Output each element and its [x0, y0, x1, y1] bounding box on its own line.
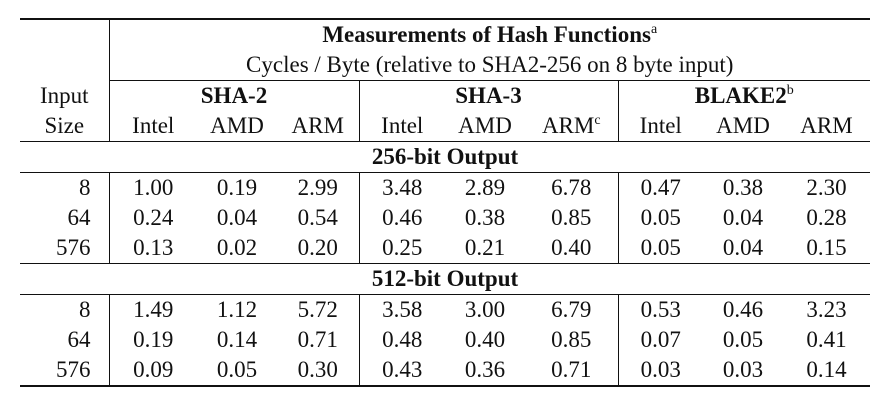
input-size-cell: 576	[56, 235, 91, 260]
value-cell: 2.30	[783, 172, 870, 203]
value-cell: 0.48	[358, 325, 445, 355]
value-cell: 0.85	[551, 205, 592, 230]
hash-measurements-table: Measurements of Hash Functionsa Cycles /…	[20, 18, 870, 387]
value-cell: 2.89	[445, 172, 525, 203]
value-cell: 3.58	[358, 294, 445, 325]
value-cell: 0.28	[806, 205, 847, 230]
value-cell: 3.00	[445, 294, 525, 325]
value-cell: 0.09	[108, 355, 197, 387]
section-header-row: 512-bit Output	[20, 263, 870, 295]
value-cell: 0.05	[617, 233, 703, 264]
group-header-blake2: BLAKE2b	[617, 80, 870, 111]
value-cell: 3.48	[358, 172, 445, 203]
table-row: 64 0.24 0.04 0.54 0.46 0.38 0.85 0.05 0.…	[20, 203, 870, 233]
value-cell: 0.13	[108, 233, 197, 264]
table-row: 64 0.19 0.14 0.71 0.48 0.40 0.85 0.07 0.…	[20, 325, 870, 355]
value-cell: 0.46	[358, 203, 445, 233]
value-cell: 0.71	[525, 355, 618, 387]
value-cell: 0.47	[617, 172, 703, 203]
table-row: 8 1.00 0.19 2.99 3.48 2.89 6.78 0.47 0.3…	[20, 172, 870, 203]
table-subtitle: Cycles / Byte (relative to SHA2-256 on 8…	[108, 50, 870, 81]
input-size-cell: 8	[20, 172, 109, 203]
table-row: 8 1.49 1.12 5.72 3.58 3.00 6.79 0.53 0.4…	[20, 294, 870, 325]
value-cell: 0.53	[617, 294, 703, 325]
title-footnote-mark: a	[650, 22, 658, 37]
value-cell: 6.78	[525, 172, 618, 203]
col-header: AMD	[458, 113, 512, 138]
value-cell: 0.14	[216, 327, 258, 352]
value-cell: 1.00	[108, 172, 197, 203]
col-header: ARM	[291, 113, 344, 138]
column-header-row: Size Intel AMD ARM Intel AMD ARMc Intel …	[20, 111, 870, 142]
title-row: Measurements of Hash Functionsa	[20, 18, 870, 50]
value-cell: 0.25	[358, 233, 445, 264]
value-cell: 0.03	[703, 355, 783, 387]
row-header-size: Size	[44, 113, 85, 138]
subtitle-row: Cycles / Byte (relative to SHA2-256 on 8…	[20, 50, 870, 81]
value-cell: 0.54	[297, 205, 338, 230]
value-cell: 0.05	[722, 327, 764, 352]
value-cell: 5.72	[277, 294, 359, 325]
section-title: 256-bit Output	[20, 141, 870, 173]
col-header: AMD	[716, 113, 770, 138]
input-size-cell: 576	[20, 355, 109, 387]
value-cell: 2.99	[277, 172, 359, 203]
value-cell: 0.40	[464, 327, 506, 352]
value-cell: 0.36	[445, 355, 525, 387]
value-cell: 0.41	[806, 327, 847, 352]
value-cell: 0.43	[358, 355, 445, 387]
input-size-cell: 64	[67, 205, 91, 230]
value-cell: 0.30	[277, 355, 359, 387]
value-cell: 0.04	[216, 205, 258, 230]
value-cell: 0.19	[197, 172, 277, 203]
section-header-row: 256-bit Output	[20, 141, 870, 173]
col-header: AMD	[210, 113, 264, 138]
value-cell: 0.15	[806, 235, 847, 260]
value-cell: 0.71	[297, 327, 338, 352]
table-row: 576 0.13 0.02 0.20 0.25 0.21 0.40 0.05 0…	[20, 233, 870, 264]
group-header-sha2: SHA-2	[108, 80, 359, 111]
value-cell: 0.46	[703, 294, 783, 325]
value-cell: 0.38	[464, 205, 506, 230]
blake2-footnote-mark: b	[786, 83, 794, 98]
group-header-sha3: SHA-3	[358, 80, 618, 111]
value-cell: 0.04	[722, 235, 764, 260]
value-cell: 0.38	[703, 172, 783, 203]
value-cell: 0.24	[108, 203, 197, 233]
value-cell: 0.19	[108, 325, 197, 355]
value-cell: 0.21	[464, 235, 506, 260]
value-cell: 1.12	[197, 294, 277, 325]
input-size-cell: 64	[67, 327, 91, 352]
table-title: Measurements of Hash Functionsa	[108, 18, 870, 50]
value-cell: 0.05	[197, 355, 277, 387]
section-title: 512-bit Output	[20, 263, 870, 295]
value-cell: 0.20	[297, 235, 338, 260]
value-cell: 1.49	[108, 294, 197, 325]
col-header: ARM	[800, 113, 853, 138]
arm-footnote-mark: c	[594, 113, 601, 128]
value-cell: 0.05	[617, 203, 703, 233]
value-cell: 0.02	[216, 235, 258, 260]
col-header: Intel	[617, 111, 703, 142]
table-row: 576 0.09 0.05 0.30 0.43 0.36 0.71 0.03 0…	[20, 355, 870, 387]
input-size-cell: 8	[20, 294, 109, 325]
row-header-input: Input	[39, 82, 89, 108]
col-header: ARMc	[541, 113, 601, 138]
value-cell: 0.14	[783, 355, 870, 387]
group-header-row: Input SHA-2 SHA-3 BLAKE2b	[20, 80, 870, 111]
value-cell: 0.85	[551, 327, 592, 352]
value-cell: 0.07	[617, 325, 703, 355]
value-cell: 3.23	[783, 294, 870, 325]
value-cell: 0.04	[722, 205, 764, 230]
col-header: Intel	[108, 111, 197, 142]
col-header: Intel	[358, 111, 445, 142]
value-cell: 0.40	[551, 235, 592, 260]
value-cell: 0.03	[617, 355, 703, 387]
value-cell: 6.79	[525, 294, 618, 325]
